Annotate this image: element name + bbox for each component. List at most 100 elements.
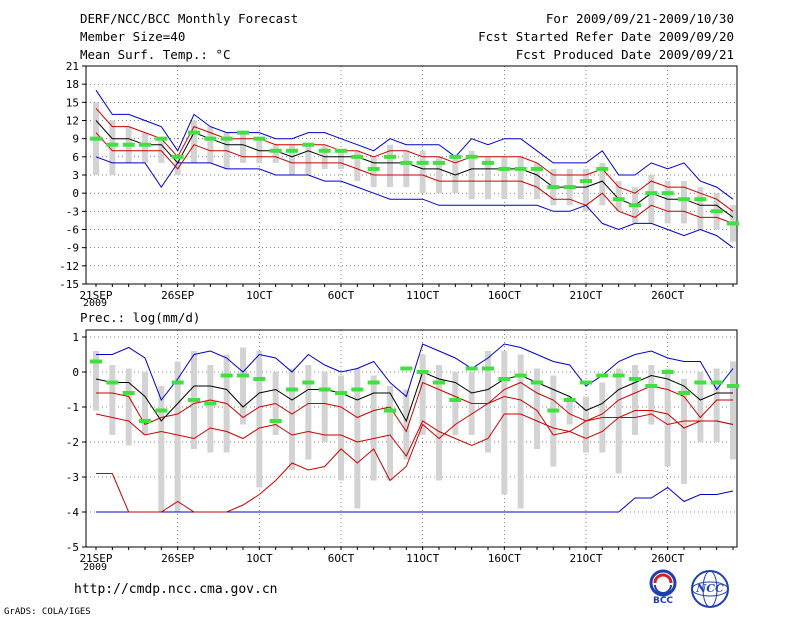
precip-spread-box [697,372,704,442]
temp-spread-box [599,162,606,206]
precip-x-tick-label: 11OCT [406,552,439,565]
member-size: Member Size=40 [80,29,186,44]
precip-spread-box [240,347,246,425]
precip-observed-marker [286,387,298,392]
precip-x-tick-label: 26SEP [161,552,194,565]
temp-spread-box [142,132,148,163]
temp-observed-marker [253,136,266,141]
precip-spread-box [615,368,622,474]
precip-spread-box [158,386,165,512]
precip-observed-marker [188,398,200,402]
precip-observed-marker [547,408,560,413]
temp-observed-marker [694,197,707,202]
temp-y-tick-label: 6 [72,151,79,164]
temp-x-tick-label: 26OCT [651,289,684,302]
temp-observed-marker [433,160,445,165]
temp-observed-marker [188,130,200,135]
precip-spread-box [142,372,148,435]
precip-spread-box [681,379,687,484]
temp-spread-box [338,150,344,169]
temp-observed-marker [612,197,625,202]
precip-observed-marker [416,370,429,374]
precip-observed-marker [629,377,641,381]
bcc-logo-text: BCC [652,596,674,606]
precip-spread-box [501,351,508,495]
precip-plot-frame [85,329,738,548]
precip-spread-box [436,365,442,481]
precip-spread-box [452,372,459,435]
temp-observed-marker [139,142,151,147]
precip-y-tick-label: -3 [66,471,79,484]
temp-spread-box [109,120,116,175]
precip-x-tick-label: 1OCT [246,552,273,565]
forecast-period: For 2009/09/21-2009/10/30 [545,11,734,26]
precip-observed-marker [612,373,625,378]
bcc-logo: BCC [641,569,685,609]
temp-spread-box [583,168,589,212]
temp-y-tick-label: 15 [66,96,79,109]
precip-observed-marker [563,398,576,402]
precip-spread-box [109,365,116,435]
precip-spread-box [207,365,214,453]
precip-max-line [96,343,734,402]
temp-spread-box [664,181,671,224]
precip-x-tick-label: 21OCT [569,552,602,565]
precip-spread-box [370,375,377,481]
precip-spread-box [566,396,573,425]
precip-observed-marker [482,366,494,371]
temp-spread-box [615,181,622,212]
precip-observed-marker [449,398,462,402]
precip-lowest-line [96,395,734,513]
precip-observed-marker [155,408,168,413]
temp-x-tick-label: 21OCT [569,289,602,302]
temp-spread-box [370,156,377,188]
precip-panel-title: Prec.: log(mm/d) [80,310,201,325]
variable-label: Mean Surf. Temp.: °C [80,47,231,62]
temp-spread-box [305,144,312,175]
precip-spread-box [664,368,671,467]
temp-spread-box [697,187,704,230]
temp-x-tick-label: 26SEP [161,289,194,302]
precip-observed-marker [90,359,102,364]
precip-observed-marker [710,380,723,385]
ncc-logo: NCC [688,570,732,610]
temp-x-tick-label: 11OCT [406,289,439,302]
grads-credit: GrADS: COLA/IGES [4,607,91,617]
precip-spread-box [648,365,655,425]
temp-observed-marker [367,166,380,171]
temp-spread-box [240,132,246,163]
precip-lower-line [95,410,734,457]
temp-spread-box [191,120,197,163]
temp-min-line [95,156,734,249]
temp-observed-marker [122,142,135,147]
precip-observed-marker [727,384,739,388]
temp-observed-marker [269,148,282,153]
temp-observed-marker [563,185,576,190]
temp-x-tick-label: 1OCT [246,289,273,302]
precip-spread-box [550,375,557,467]
precip-mean-line [95,371,733,423]
temp-spread-box [387,144,393,188]
precip-observed-marker [596,373,609,378]
temp-spread-box [289,144,295,175]
temp-spread-box [354,150,361,182]
precip-x-tick-label: 6OCT [328,552,355,565]
temp-observed-marker [710,209,723,214]
precip-upper-line [96,381,733,433]
precip-observed-marker [269,419,282,423]
temp-observed-marker [465,154,478,159]
temp-observed-marker [678,197,690,202]
precip-observed-marker [384,408,396,413]
source-url[interactable]: http://cmdp.ncc.cma.gov.cn [74,582,278,597]
temp-observed-marker [514,166,527,171]
precip-spread-box [713,368,720,442]
temp-mean-line [95,120,734,218]
precip-x-tick-label: 16OCT [488,552,521,565]
temp-y-tick-label: 21 [66,60,79,73]
temp-observed-marker [335,148,347,153]
temp-observed-marker [416,160,429,165]
temp-spread-box [648,175,655,224]
temp-y-tick-label: 12 [66,115,79,128]
temp-y-tick-label: -6 [66,224,79,237]
